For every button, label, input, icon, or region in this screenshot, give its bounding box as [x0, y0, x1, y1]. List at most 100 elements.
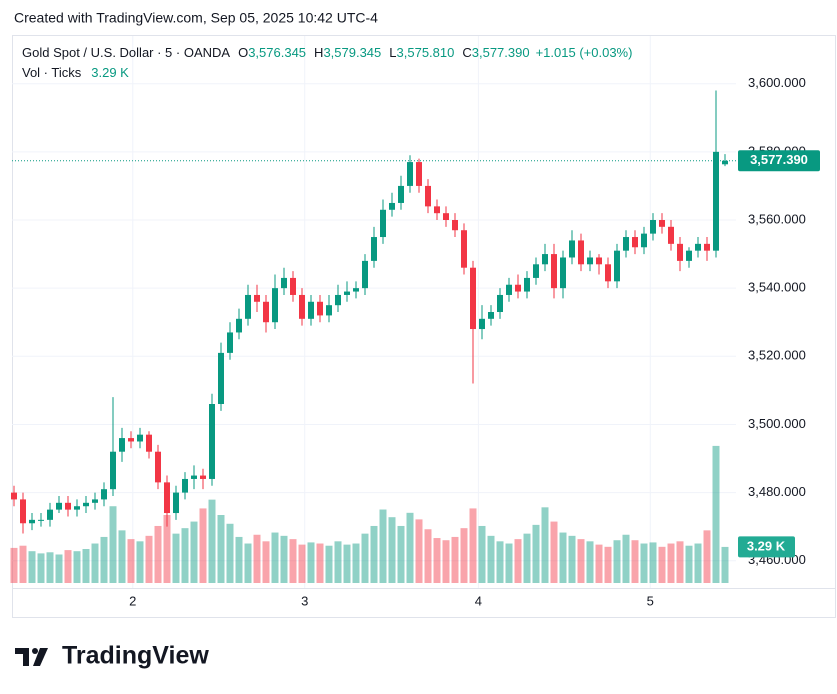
volume-bar	[640, 543, 648, 583]
candle-body	[344, 291, 350, 295]
volume-bar	[469, 508, 477, 583]
volume-bar	[154, 525, 162, 583]
candle-body	[182, 478, 188, 493]
volume-bar	[667, 543, 675, 583]
candle-body	[434, 206, 440, 214]
candle-body	[524, 277, 530, 292]
candle-body	[164, 482, 170, 514]
volume-bar	[712, 445, 720, 583]
candle-body	[317, 301, 323, 316]
candle-body	[227, 332, 233, 353]
volume-bar	[424, 529, 432, 583]
candle-body	[236, 318, 242, 333]
x-tick-label: 5	[647, 593, 654, 608]
candle-body	[416, 162, 422, 186]
candle-body	[479, 318, 485, 330]
volume-bar	[559, 532, 567, 583]
ohlc-key: C	[462, 45, 471, 60]
candle-body	[713, 151, 719, 251]
candle-body	[407, 162, 413, 186]
volume-bar	[595, 544, 603, 583]
volume-bar	[433, 538, 441, 583]
volume-bar	[37, 553, 45, 583]
volume-bar	[190, 521, 198, 583]
candle-body	[74, 506, 80, 510]
candle-body	[272, 288, 278, 323]
volume-bar	[658, 546, 666, 583]
volume-bar	[64, 550, 72, 583]
candle-body	[290, 277, 296, 295]
candle-body	[560, 257, 566, 289]
ohlc-key: O	[238, 45, 248, 60]
volume-bar	[415, 519, 423, 583]
candle-body	[650, 220, 656, 234]
volume-bar	[217, 515, 225, 583]
candle-body	[335, 294, 341, 306]
volume-bar	[685, 545, 693, 583]
candle-body	[137, 434, 143, 442]
candle-body	[704, 243, 710, 251]
candle-body	[722, 160, 728, 165]
ohlc-value: 3,579.345	[323, 45, 381, 60]
candle-body	[371, 237, 377, 261]
volume-bar	[370, 525, 378, 583]
volume-bar	[289, 539, 297, 583]
candle-body	[587, 257, 593, 265]
volume-bar	[523, 533, 531, 583]
candle-body	[92, 499, 98, 503]
candle-body	[569, 240, 575, 258]
chart-frame	[12, 35, 836, 618]
volume-bar	[145, 535, 153, 583]
candle-body	[200, 475, 206, 479]
volume-bar	[199, 508, 207, 583]
candle-body	[470, 267, 476, 330]
candle-body	[308, 301, 314, 319]
y-tick-label: 3,480.000	[748, 484, 806, 499]
y-tick-label: 3,600.000	[748, 75, 806, 90]
candle-body	[632, 237, 638, 248]
candle-body	[38, 519, 44, 521]
candle-body	[191, 475, 197, 479]
volume-bar	[235, 536, 243, 583]
volume-bar	[109, 506, 117, 583]
ohlc-key: H	[314, 45, 323, 60]
volume-bar	[694, 543, 702, 583]
candle-body	[542, 254, 548, 265]
volume-bar	[460, 528, 468, 583]
volume-bar	[91, 543, 99, 583]
volume-bar	[631, 540, 639, 583]
candle-body	[659, 220, 665, 227]
candle-body	[515, 284, 521, 292]
candle-body	[173, 492, 179, 514]
volume-bar	[397, 525, 405, 583]
volume-bar	[10, 547, 18, 583]
volume-bar	[721, 546, 729, 583]
volume-bar	[676, 541, 684, 583]
candle-body	[56, 502, 62, 510]
candle-body	[326, 305, 332, 316]
volume-bar	[352, 543, 360, 583]
y-tick-label: 3,520.000	[748, 348, 806, 363]
y-tick-label: 3,560.000	[748, 211, 806, 226]
y-tick-label: 3,500.000	[748, 416, 806, 431]
volume-bar	[478, 525, 486, 583]
candle-body	[155, 451, 161, 483]
legend-change: +1.015 (+0.03%)	[536, 45, 633, 60]
volume-bar	[55, 554, 63, 583]
candle-body	[281, 277, 287, 289]
volume-bar	[226, 523, 234, 583]
candle-body	[605, 264, 611, 282]
legend: Gold Spot / U.S. Dollar · 5 · OANDA O3,57…	[22, 45, 632, 60]
candle-body	[398, 185, 404, 203]
volume-bar	[82, 549, 90, 583]
volume-bar	[271, 532, 279, 583]
volume-bar	[604, 546, 612, 583]
volume-bar	[73, 551, 81, 583]
volume-bar	[451, 536, 459, 583]
volume-bar	[28, 551, 36, 583]
logo	[15, 648, 48, 666]
volume-value: 3.29 K	[91, 65, 129, 80]
candle-body	[461, 230, 467, 268]
candle-body	[677, 243, 683, 261]
candle-body	[209, 404, 215, 479]
